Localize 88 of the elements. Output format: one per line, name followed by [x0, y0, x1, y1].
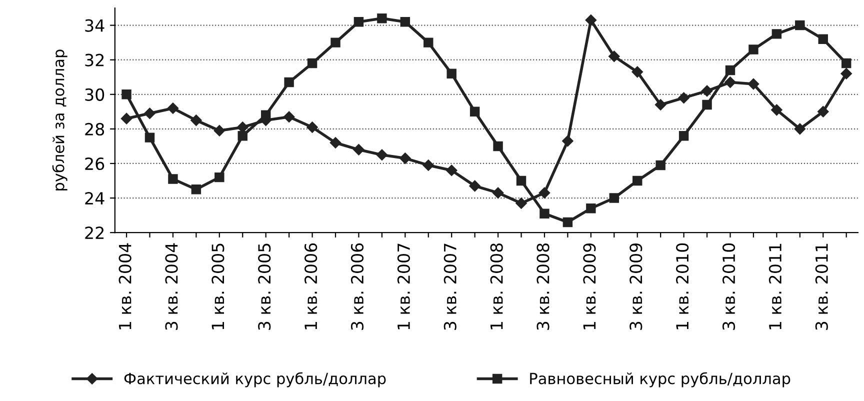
x-tick-label: 3 кв. 2005 — [258, 244, 271, 330]
point — [376, 149, 388, 160]
x-tick-label: 3 кв. 2004 — [165, 243, 178, 330]
point — [354, 16, 364, 27]
y-tick-label: 30 — [85, 88, 104, 101]
point — [585, 14, 597, 26]
point — [609, 193, 620, 203]
point — [632, 176, 642, 186]
point — [330, 38, 340, 48]
point — [214, 125, 226, 136]
point — [771, 104, 782, 116]
point — [306, 122, 318, 133]
point — [167, 102, 179, 114]
point — [493, 141, 503, 152]
x-tick-label: 3 кв. 2006 — [350, 243, 364, 330]
y-tick-label: 24 — [85, 192, 104, 204]
point — [191, 184, 202, 194]
x-tick-label: 3 кв. 2009 — [630, 243, 642, 330]
x-tick-label: 1 кв. 2008 — [490, 243, 503, 330]
point — [400, 152, 411, 164]
point — [260, 110, 271, 120]
point — [795, 20, 805, 30]
point — [168, 174, 178, 184]
point — [701, 85, 713, 97]
point — [586, 204, 596, 214]
x-tick-label: 1 кв. 2005 — [212, 244, 224, 330]
point — [538, 187, 550, 198]
y-tick-label: 34 — [85, 19, 104, 32]
point — [562, 135, 574, 147]
legend-label: Равновесный курс рубль/доллар — [530, 372, 790, 388]
point — [353, 144, 364, 156]
x-tick-label: 1 кв. 2010 — [676, 243, 689, 330]
point — [724, 76, 736, 88]
x-tick-label: 1 кв. 2011 — [768, 244, 782, 330]
point — [120, 112, 132, 124]
point — [400, 16, 410, 27]
point — [748, 44, 758, 54]
point — [818, 106, 829, 118]
point — [562, 217, 573, 228]
point — [678, 92, 690, 104]
point — [190, 114, 202, 126]
point — [283, 111, 295, 122]
point — [654, 99, 666, 110]
point — [470, 106, 480, 117]
point — [608, 50, 620, 62]
point — [492, 187, 504, 198]
point — [678, 130, 689, 141]
point — [307, 58, 318, 68]
x-tick-label: 1 кв. 2009 — [583, 243, 596, 330]
point — [772, 29, 782, 39]
y-tick-label: 22 — [85, 226, 104, 239]
point — [446, 68, 456, 79]
point — [424, 38, 434, 48]
x-tick-label: 3 кв. 2011 — [815, 244, 828, 330]
point — [748, 78, 760, 90]
point — [144, 132, 155, 142]
point — [330, 137, 342, 148]
point — [702, 100, 712, 110]
point — [516, 198, 527, 209]
x-tick-label: 3 кв. 2008 — [536, 243, 550, 330]
point — [632, 66, 643, 78]
x-tick-label: 3 кв. 2010 — [722, 243, 736, 330]
point — [122, 90, 132, 100]
point — [841, 58, 852, 68]
point — [725, 65, 736, 76]
x-tick-label: 1 кв. 2006 — [304, 243, 318, 330]
point — [446, 164, 458, 176]
point — [516, 176, 526, 186]
point — [794, 123, 806, 135]
point — [818, 34, 828, 44]
point — [469, 180, 480, 192]
legend-label: Фактический курс рубль/доллар — [124, 372, 386, 388]
point — [540, 208, 550, 218]
x-tick-label: 1 кв. 2007 — [397, 244, 410, 330]
point — [422, 160, 434, 171]
point — [656, 160, 666, 170]
point — [238, 130, 248, 141]
point — [144, 108, 156, 119]
x-tick-label: 1 кв. 2004 — [118, 243, 132, 330]
y-tick-label: 26 — [85, 157, 104, 170]
x-tick-label: 3 кв. 2007 — [444, 244, 456, 330]
point — [840, 68, 852, 80]
y-tick-label: 28 — [85, 122, 104, 136]
point — [377, 14, 387, 24]
y-axis-title: рублей за доллар — [52, 50, 68, 190]
point — [284, 77, 294, 88]
y-tick-label: 32 — [85, 54, 104, 66]
point — [214, 172, 224, 182]
